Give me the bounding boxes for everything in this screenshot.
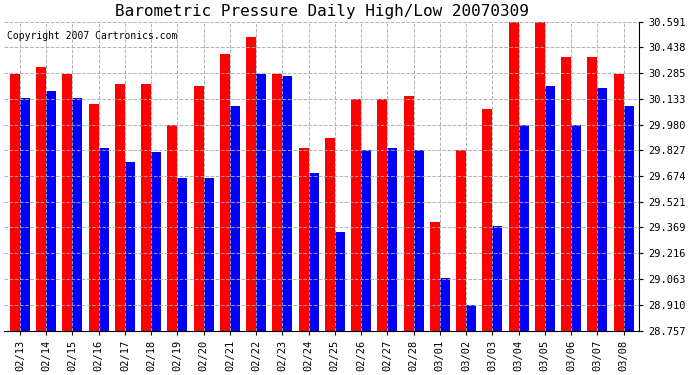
Bar (230, 106, 240, 330)
Bar (168, 124, 177, 330)
Bar (440, 278, 450, 330)
Bar (571, 124, 581, 330)
Bar (624, 106, 633, 330)
Bar (535, 22, 545, 330)
Bar (598, 88, 607, 330)
Bar (99, 148, 108, 330)
Bar (545, 86, 555, 330)
Bar (46, 91, 56, 330)
Bar (430, 222, 440, 330)
Bar (256, 74, 266, 330)
Bar (125, 162, 135, 330)
Bar (151, 152, 161, 330)
Bar (273, 74, 282, 330)
Bar (361, 150, 371, 330)
Bar (387, 148, 397, 330)
Bar (466, 305, 476, 330)
Bar (587, 57, 598, 330)
Bar (299, 148, 308, 330)
Bar (62, 74, 72, 330)
Bar (141, 84, 151, 330)
Title: Barometric Pressure Daily High/Low 20070309: Barometric Pressure Daily High/Low 20070… (115, 4, 529, 19)
Bar (220, 54, 230, 330)
Bar (282, 76, 293, 330)
Bar (413, 150, 424, 330)
Bar (613, 74, 624, 330)
Bar (36, 68, 46, 330)
Bar (493, 226, 502, 330)
Bar (519, 124, 529, 330)
Bar (325, 138, 335, 330)
Bar (335, 232, 345, 330)
Bar (561, 57, 571, 330)
Text: Copyright 2007 Cartronics.com: Copyright 2007 Cartronics.com (8, 31, 178, 41)
Bar (482, 110, 493, 330)
Bar (72, 98, 82, 330)
Bar (115, 84, 125, 330)
Bar (20, 98, 30, 330)
Bar (177, 178, 188, 330)
Bar (509, 22, 519, 330)
Bar (10, 74, 20, 330)
Bar (351, 99, 361, 330)
Bar (456, 150, 466, 330)
Bar (377, 99, 387, 330)
Bar (194, 86, 204, 330)
Bar (404, 96, 413, 330)
Bar (89, 104, 99, 330)
Bar (308, 174, 319, 330)
Bar (204, 178, 214, 330)
Bar (246, 37, 256, 330)
